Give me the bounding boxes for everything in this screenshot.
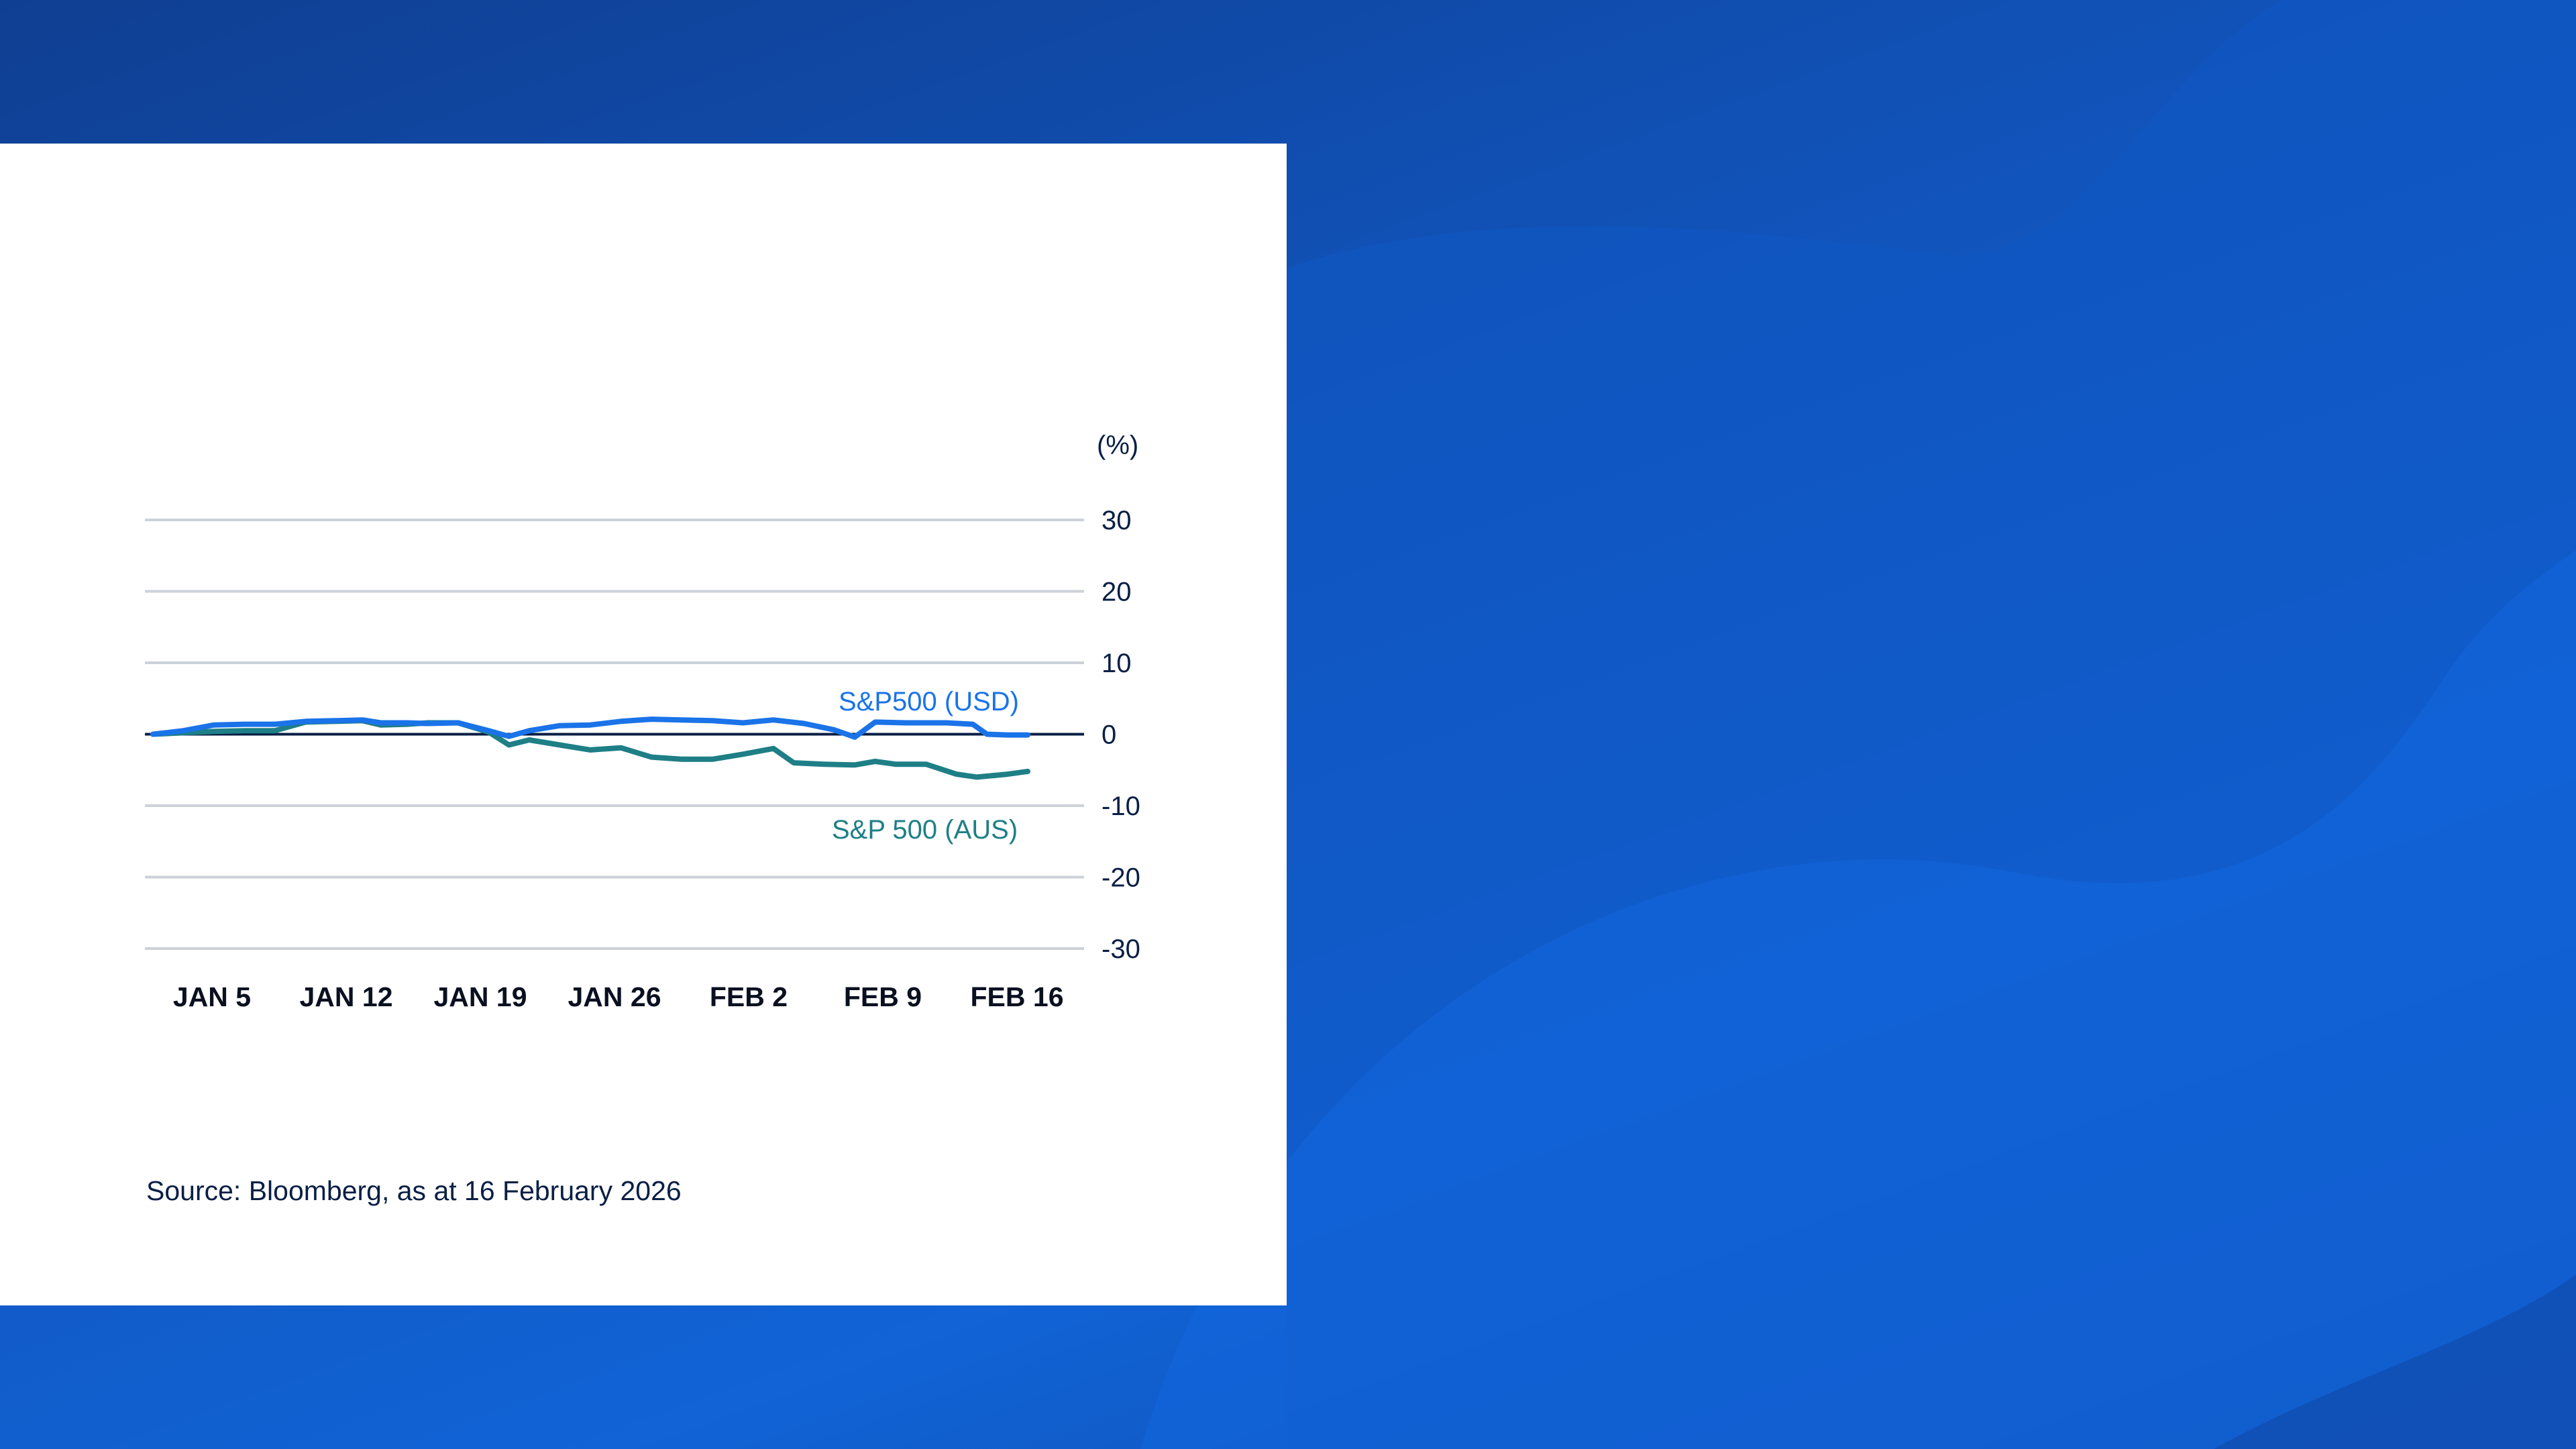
- y-tick-label: 10: [1102, 649, 1132, 678]
- y-axis-ticks: 30 20 10 0 -10 -20 -30: [1102, 506, 1140, 964]
- x-tick-label: FEB 9: [844, 981, 922, 1012]
- x-tick-label: FEB 2: [710, 981, 788, 1012]
- series-label-aus: S&P 500 (AUS): [832, 815, 1018, 845]
- x-tick-label: JAN 12: [299, 981, 392, 1012]
- x-tick-label: JAN 5: [173, 981, 251, 1012]
- y-tick-label: 30: [1102, 506, 1132, 535]
- series-lines: [150, 716, 1030, 780]
- chart-card: (%) 30 20 10 0 -10 -20 -30 JAN 5 JAN 12 JAN 19 JA…: [0, 144, 1287, 1305]
- y-tick-label: 0: [1102, 720, 1116, 750]
- y-tick-label: -30: [1102, 934, 1140, 964]
- series-label-usd: S&P500 (USD): [839, 687, 1019, 716]
- y-tick-label: -10: [1102, 792, 1140, 821]
- y-axis-unit-label: (%): [1097, 431, 1138, 460]
- series-line-aus: [150, 718, 1030, 780]
- y-tick-label: 20: [1102, 578, 1132, 607]
- source-note: Source: Bloomberg, as at 16 February 202…: [146, 1175, 682, 1206]
- x-tick-label: JAN 19: [433, 981, 527, 1012]
- x-tick-label: JAN 26: [568, 981, 661, 1012]
- x-tick-label: FEB 16: [971, 981, 1064, 1012]
- series-line-usd: [150, 716, 1030, 740]
- gridlines: [145, 519, 1084, 950]
- background-wave-bottom-right: [2214, 1275, 2576, 1449]
- y-tick-label: -20: [1102, 863, 1140, 893]
- background-wave-lower: [1140, 550, 2576, 1449]
- x-axis-ticks: JAN 5 JAN 12 JAN 19 JAN 26 FEB 2 FEB 9 FEB 16: [173, 981, 1064, 1012]
